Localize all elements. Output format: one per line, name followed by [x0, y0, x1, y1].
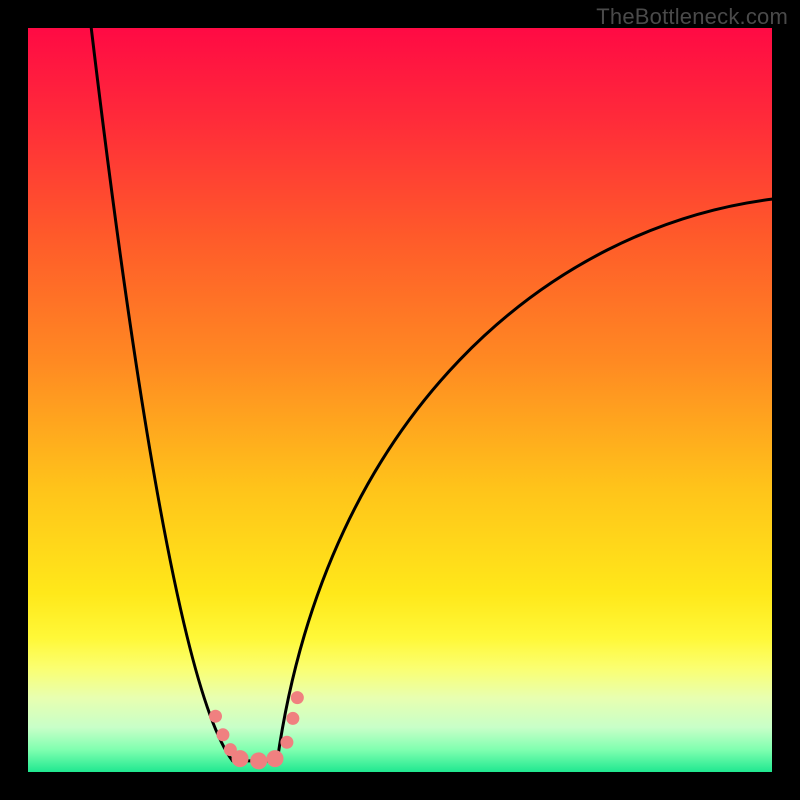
- curve-marker: [291, 692, 303, 704]
- bottleneck-curve-chart: [0, 0, 800, 800]
- curve-marker: [232, 751, 248, 767]
- curve-marker: [209, 710, 221, 722]
- curve-marker: [217, 729, 229, 741]
- curve-marker: [281, 736, 293, 748]
- curve-marker: [251, 753, 267, 769]
- watermark-text: TheBottleneck.com: [596, 4, 788, 30]
- chart-frame: TheBottleneck.com: [0, 0, 800, 800]
- plot-background-gradient: [28, 28, 772, 772]
- curve-marker: [287, 712, 299, 724]
- curve-marker: [267, 751, 283, 767]
